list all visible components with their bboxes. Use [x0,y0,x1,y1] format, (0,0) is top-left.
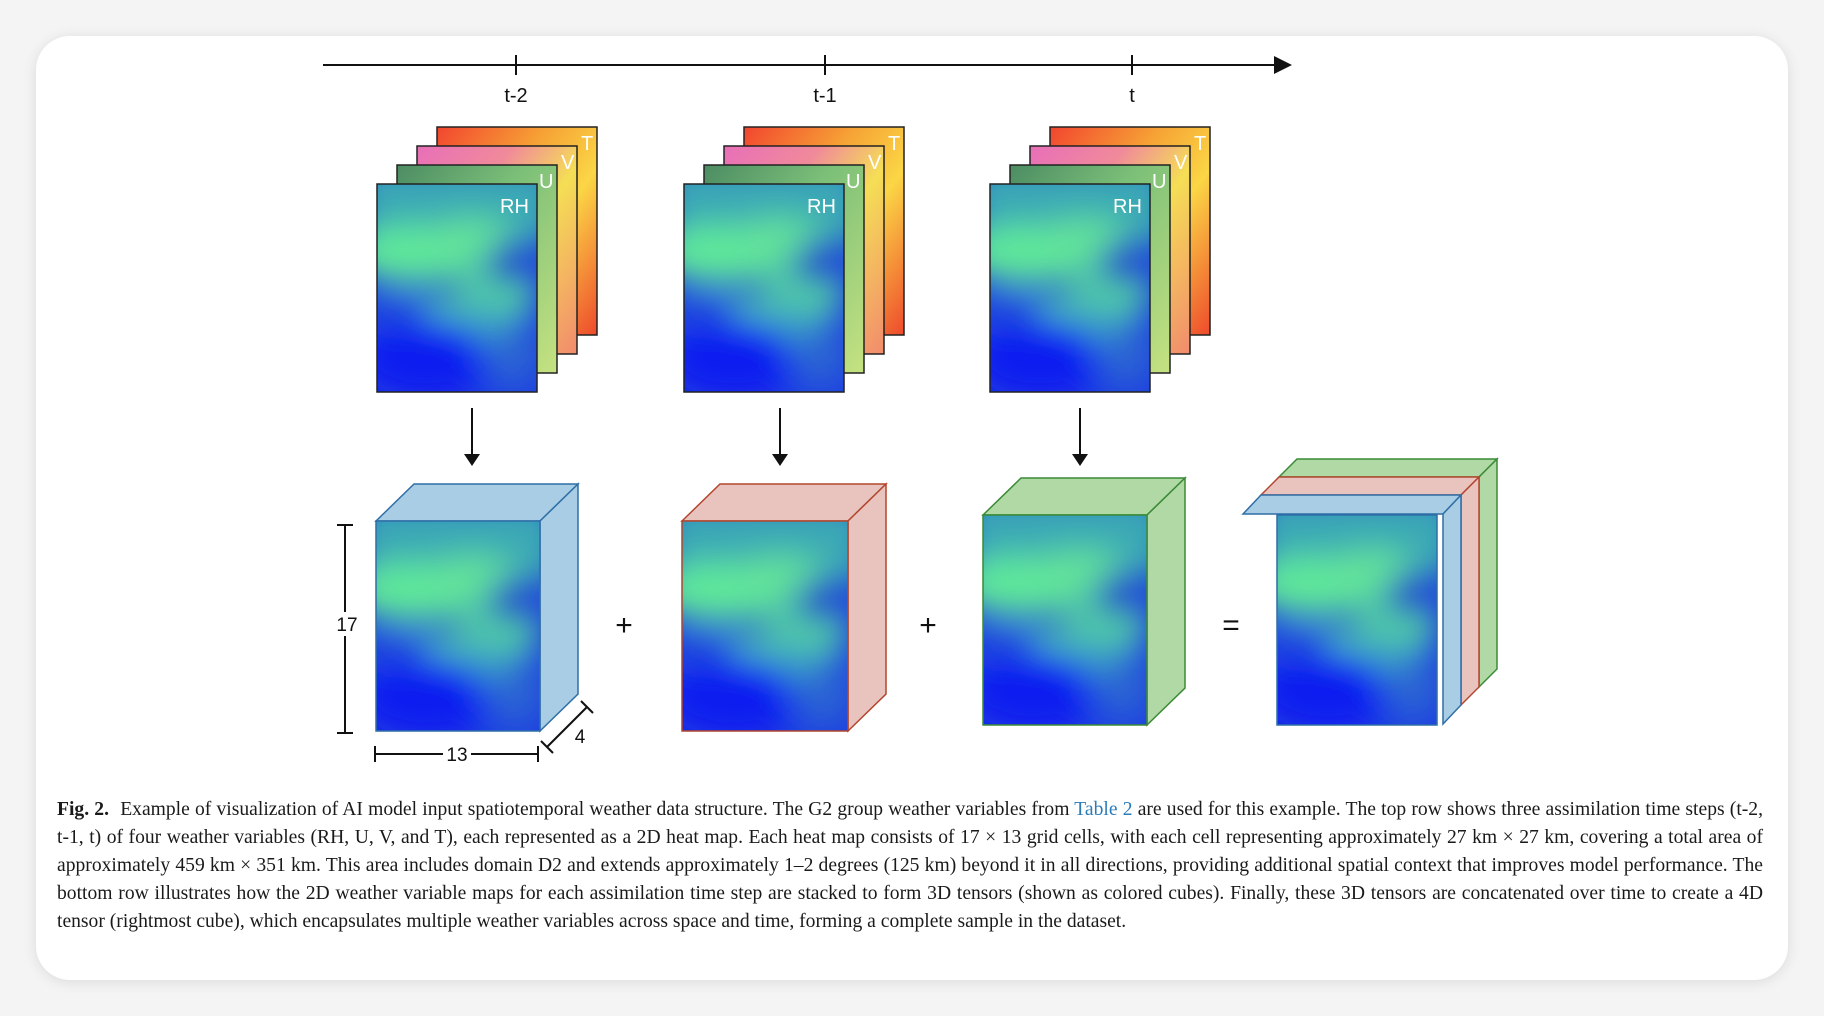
operator-equals: = [1222,609,1240,642]
figure-diagram: t-2 t-1 t T V U RH T V U [323,55,1499,766]
tensor-cube-t-minus-2 [345,482,580,738]
layer-label-v: V [868,152,882,174]
layer-label-u: U [846,171,860,193]
layer-label-t: T [581,133,593,155]
layer-label-rh: RH [1113,196,1142,218]
layer-rh-heatmap [654,164,864,399]
figure-label: Fig. 2. [57,799,109,820]
layer-label-u: U [1152,171,1166,193]
layer-label-t: T [888,133,900,155]
caption-text-part-1: Example of visualization of AI model inp… [120,799,1070,820]
layer-label-u: U [539,171,553,193]
layer-stack-t-minus-1: T V U RH [654,126,905,399]
tensor-4d-cube [1241,457,1499,732]
layer-rh-heatmap [347,164,557,399]
tick-label-t: t [1129,85,1135,107]
table-2-link[interactable]: Table 2 [1074,799,1133,820]
dimension-depth [540,700,594,754]
operator-plus-2: + [919,609,937,642]
tensor-cube-t-minus-1 [651,482,888,738]
figure-card: t-2 t-1 t T V U RH T V U [36,36,1788,980]
dimension-label-13: 13 [446,745,467,766]
layer-stack-t: T V U RH [960,126,1211,399]
layer-label-v: V [1174,152,1188,174]
layer-stack-t-minus-2: T V U RH [347,126,598,399]
layer-label-v: V [561,152,575,174]
layer-label-t: T [1194,133,1206,155]
layer-label-rh: RH [807,196,836,218]
figure-caption: Fig. 2. Example of visualization of AI m… [57,796,1763,936]
layer-rh-heatmap [960,164,1170,399]
operator-plus-1: + [615,609,633,642]
tick-label-t-minus-1: t-1 [813,85,836,107]
dimension-label-4: 4 [575,727,586,748]
down-arrows [464,408,1088,466]
dimension-label-17: 17 [336,615,357,636]
caption-text-part-2: are used for this example. The top row s… [57,799,1763,932]
timeline: t-2 t-1 t [323,55,1292,107]
tick-label-t-minus-2: t-2 [504,85,527,107]
tensor-cube-t [952,476,1187,732]
layer-label-rh: RH [500,196,529,218]
